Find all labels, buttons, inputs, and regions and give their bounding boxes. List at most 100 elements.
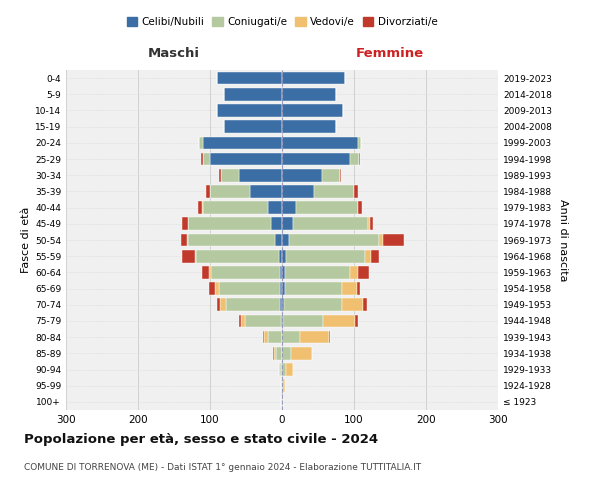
Bar: [280, 363, 282, 376]
Bar: [358, 266, 369, 278]
Bar: [282, 396, 283, 408]
Bar: [280, 266, 282, 278]
Bar: [188, 218, 271, 230]
Bar: [323, 314, 355, 328]
Bar: [342, 298, 364, 311]
Bar: [371, 250, 379, 262]
Bar: [282, 152, 350, 166]
Bar: [210, 185, 250, 198]
Bar: [202, 152, 203, 166]
Bar: [282, 136, 358, 149]
Bar: [196, 250, 279, 262]
Bar: [268, 331, 282, 344]
Bar: [340, 169, 341, 181]
Bar: [354, 185, 358, 198]
Bar: [283, 380, 285, 392]
Legend: Celibi/Nubili, Coniugati/e, Vedovi/e, Divorziati/e: Celibi/Nubili, Coniugati/e, Vedovi/e, Di…: [122, 12, 442, 31]
Bar: [293, 218, 368, 230]
Bar: [215, 282, 218, 295]
Bar: [206, 185, 210, 198]
Bar: [199, 136, 203, 149]
Bar: [350, 152, 359, 166]
Bar: [281, 380, 282, 392]
Bar: [329, 331, 330, 344]
Bar: [358, 202, 362, 214]
Bar: [199, 202, 202, 214]
Bar: [280, 298, 282, 311]
Bar: [282, 298, 284, 311]
Bar: [365, 250, 371, 262]
Bar: [220, 169, 221, 181]
Bar: [289, 234, 379, 246]
Y-axis label: Anni di nascita: Anni di nascita: [557, 198, 568, 281]
Bar: [224, 120, 282, 133]
Bar: [182, 250, 195, 262]
Text: Maschi: Maschi: [148, 47, 200, 60]
Bar: [268, 202, 282, 214]
Y-axis label: Fasce di età: Fasce di età: [21, 207, 31, 273]
Bar: [203, 202, 268, 214]
Bar: [220, 298, 226, 311]
Bar: [279, 250, 282, 262]
Bar: [290, 347, 312, 360]
Bar: [245, 314, 281, 328]
Bar: [282, 72, 346, 85]
Bar: [379, 234, 383, 246]
Bar: [370, 218, 373, 230]
Bar: [282, 380, 283, 392]
Bar: [275, 234, 282, 246]
Bar: [282, 363, 286, 376]
Bar: [263, 331, 264, 344]
Bar: [300, 331, 329, 344]
Bar: [274, 347, 276, 360]
Text: Popolazione per età, sesso e stato civile - 2024: Popolazione per età, sesso e stato civil…: [24, 432, 378, 446]
Bar: [280, 282, 282, 295]
Bar: [285, 282, 343, 295]
Bar: [264, 331, 268, 344]
Bar: [314, 185, 354, 198]
Bar: [282, 185, 314, 198]
Bar: [282, 250, 286, 262]
Bar: [250, 185, 282, 198]
Bar: [285, 266, 350, 278]
Text: COMUNE DI TORRENOVA (ME) - Dati ISTAT 1° gennaio 2024 - Elaborazione TUTTITALIA.: COMUNE DI TORRENOVA (ME) - Dati ISTAT 1°…: [24, 462, 421, 471]
Bar: [355, 314, 358, 328]
Bar: [241, 314, 245, 328]
Bar: [210, 152, 282, 166]
Bar: [282, 218, 293, 230]
Bar: [203, 136, 282, 149]
Bar: [282, 120, 336, 133]
Bar: [239, 169, 282, 181]
Bar: [202, 202, 203, 214]
Bar: [282, 266, 285, 278]
Bar: [221, 169, 239, 181]
Bar: [296, 202, 358, 214]
Bar: [286, 363, 293, 376]
Bar: [350, 266, 358, 278]
Bar: [239, 314, 241, 328]
Text: Femmine: Femmine: [356, 47, 424, 60]
Bar: [359, 152, 361, 166]
Bar: [282, 169, 322, 181]
Bar: [283, 314, 323, 328]
Bar: [218, 282, 280, 295]
Bar: [281, 396, 282, 408]
Bar: [276, 347, 282, 360]
Bar: [343, 282, 357, 295]
Bar: [282, 347, 290, 360]
Bar: [284, 298, 342, 311]
Bar: [209, 266, 211, 278]
Bar: [282, 234, 289, 246]
Bar: [282, 282, 285, 295]
Bar: [282, 314, 283, 328]
Bar: [282, 104, 343, 117]
Bar: [202, 266, 209, 278]
Bar: [282, 202, 296, 214]
Bar: [281, 314, 282, 328]
Bar: [217, 298, 220, 311]
Bar: [364, 298, 367, 311]
Bar: [271, 218, 282, 230]
Bar: [282, 331, 300, 344]
Bar: [181, 234, 187, 246]
Bar: [217, 104, 282, 117]
